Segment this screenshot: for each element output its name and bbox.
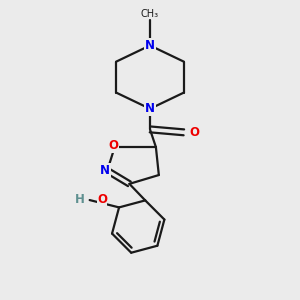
Text: N: N bbox=[100, 164, 110, 177]
Text: O: O bbox=[97, 193, 107, 206]
Text: O: O bbox=[189, 126, 199, 139]
Text: H: H bbox=[75, 193, 85, 206]
Text: CH₃: CH₃ bbox=[141, 9, 159, 19]
Text: O: O bbox=[108, 139, 118, 152]
Text: N: N bbox=[145, 102, 155, 115]
Text: N: N bbox=[145, 39, 155, 52]
